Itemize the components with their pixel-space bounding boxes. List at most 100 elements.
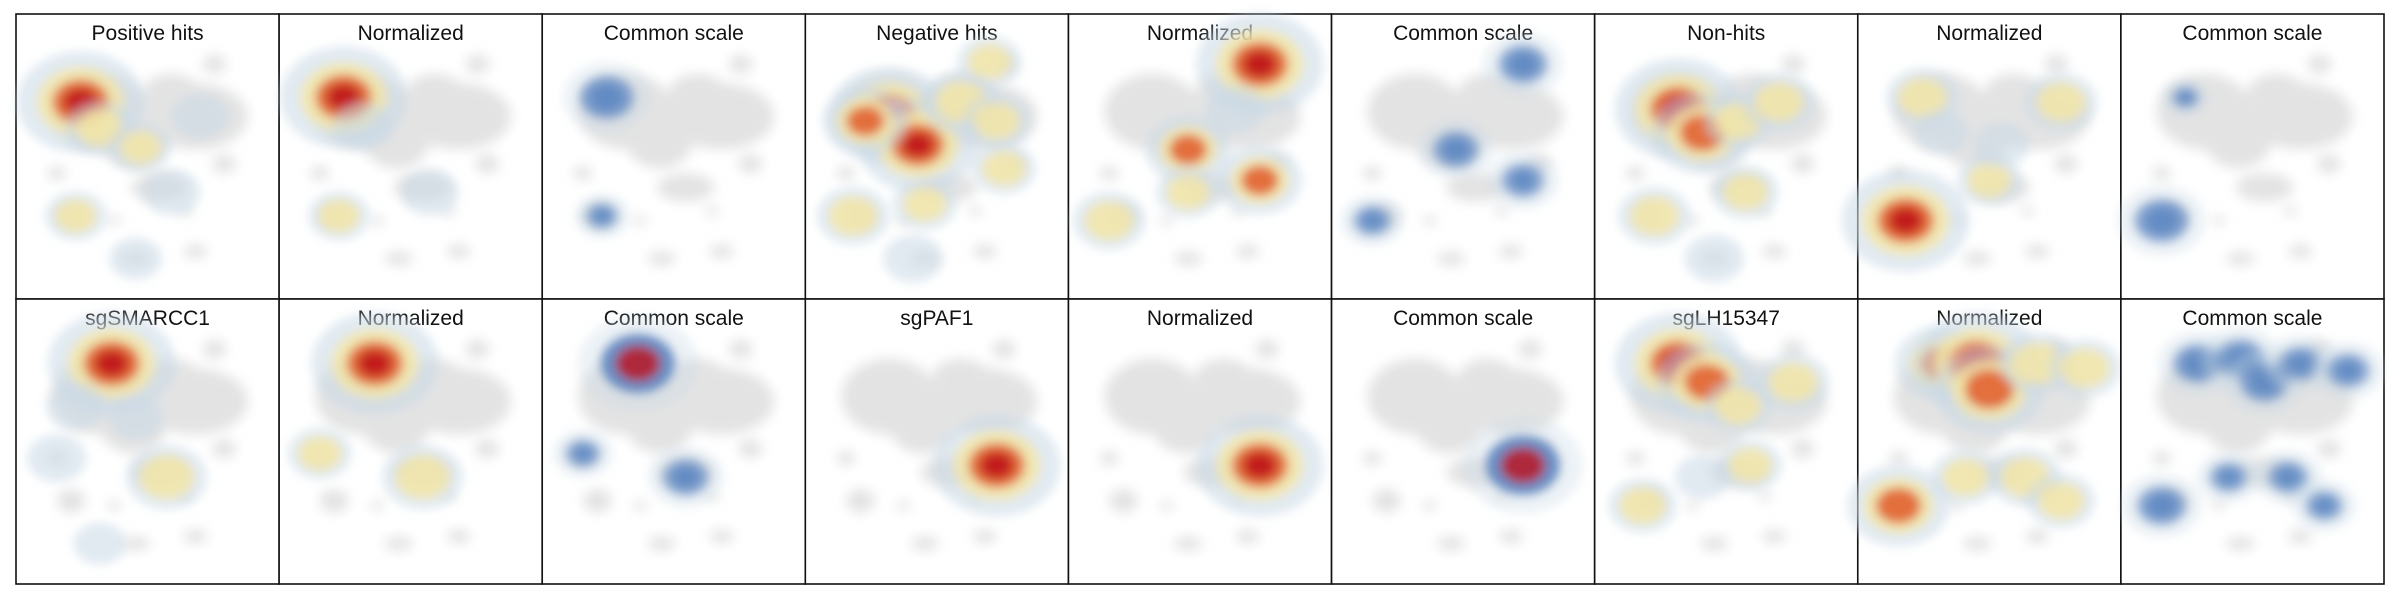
embedding-region: [668, 73, 727, 112]
density-spot: [26, 434, 87, 483]
density-spot: [2036, 82, 2086, 122]
embedding-region: [1757, 491, 1772, 501]
density-spot: [400, 169, 459, 216]
density-spot: [55, 199, 97, 233]
embedding-region: [836, 451, 856, 466]
embedding-region: [202, 339, 227, 359]
density-spot: [2145, 207, 2179, 234]
panel-grid: Positive hits Normalized Common scale Negat…: [15, 13, 2385, 585]
density-layer: [1196, 414, 1324, 517]
embedding-region: [2152, 166, 2172, 181]
embedding-region: [728, 54, 753, 74]
embedding-region: [183, 244, 208, 259]
density-spot: [1888, 207, 1923, 235]
embedding-region: [1159, 500, 1174, 511]
embedding-region: [1498, 244, 1523, 259]
embedding-region: [633, 500, 648, 511]
density-layer: [552, 315, 724, 508]
embedding-region: [972, 244, 997, 259]
embedding-region: [846, 489, 875, 513]
density-spot: [2275, 467, 2302, 488]
embedding-region: [475, 439, 500, 459]
embedding-region: [405, 73, 464, 112]
density-layer: [1847, 312, 2122, 547]
density-spot: [1166, 174, 1210, 210]
embedding-region: [1625, 451, 1645, 466]
embedding-region: [2288, 244, 2313, 259]
density-spot: [1964, 370, 2014, 410]
embedding-region: [2044, 54, 2069, 74]
embedding-region: [1195, 358, 1253, 397]
embedding-region: [1762, 529, 1786, 544]
embedding-region: [446, 244, 471, 259]
density-spot: [171, 93, 230, 140]
panel: Common scale: [541, 13, 807, 300]
embedding-region: [2025, 529, 2050, 544]
embedding-region: [1436, 251, 1466, 266]
density-spot: [2038, 482, 2085, 520]
embedding-background: [2152, 54, 2353, 266]
embedding-region: [1235, 529, 1260, 544]
density-spot: [2334, 359, 2362, 382]
embedding-region: [1109, 489, 1138, 513]
embedding-region: [738, 154, 763, 174]
density-spot: [1630, 196, 1679, 236]
panel: Normalized: [1841, 13, 2122, 300]
embedding-region: [1173, 251, 1203, 266]
panel: Normalized: [1847, 298, 2122, 585]
density-spot: [982, 151, 1026, 186]
density-spot: [395, 455, 450, 500]
panel: Positive hits: [15, 13, 280, 300]
density-spot: [1967, 163, 2011, 198]
density-spot: [1897, 77, 1947, 117]
density-spot: [846, 106, 884, 137]
density-spot: [571, 444, 595, 463]
density-spot: [1722, 174, 1768, 211]
density-spot: [1973, 122, 2029, 167]
density-spot: [142, 169, 201, 216]
embedding-region: [1699, 536, 1729, 551]
embedding-region: [446, 529, 471, 544]
density-spot: [2286, 352, 2314, 375]
density-spot: [2216, 467, 2241, 487]
embedding-region: [704, 206, 720, 216]
density-layer: [26, 312, 208, 565]
embedding-region: [1159, 215, 1174, 226]
density-spot: [1242, 451, 1277, 479]
density-spot: [76, 109, 123, 147]
density-spot: [973, 102, 1020, 140]
density-layer: [932, 414, 1061, 517]
density-spot: [671, 465, 700, 489]
embedding-region: [1362, 166, 1382, 181]
density-spot: [2312, 496, 2337, 516]
embedding-region: [1099, 451, 1119, 466]
embedding-region: [738, 439, 763, 459]
embedding-region: [370, 500, 385, 511]
panel: Common scale: [541, 298, 807, 585]
panel-title: Normalized: [1147, 307, 1253, 330]
embedding-region: [728, 339, 753, 359]
embedding-region: [910, 536, 940, 551]
embedding-region: [1888, 451, 1909, 466]
embedding-region: [1422, 215, 1437, 226]
embedding-region: [1790, 439, 1815, 459]
embedding-region: [310, 166, 330, 181]
embedding-region: [2152, 451, 2172, 466]
density-spot: [298, 436, 342, 471]
density-layer: [1608, 312, 1830, 533]
embedding-region: [47, 166, 67, 181]
embedding-region: [2247, 73, 2306, 112]
embedding-region: [647, 251, 677, 266]
embedding-region: [972, 529, 997, 544]
embedding-region: [319, 489, 349, 513]
embedding-region: [2283, 206, 2298, 216]
panel: sgPAF1: [804, 298, 1070, 585]
density-spot: [109, 237, 162, 280]
density-layer: [2121, 326, 2385, 538]
density-spot: [2146, 493, 2177, 518]
panel: Normalized: [1067, 13, 1333, 300]
density-layer: [1614, 58, 1815, 283]
panel-title: Positive hits: [92, 22, 204, 45]
embedding-region: [836, 166, 856, 181]
density-spot: [1674, 455, 1730, 500]
